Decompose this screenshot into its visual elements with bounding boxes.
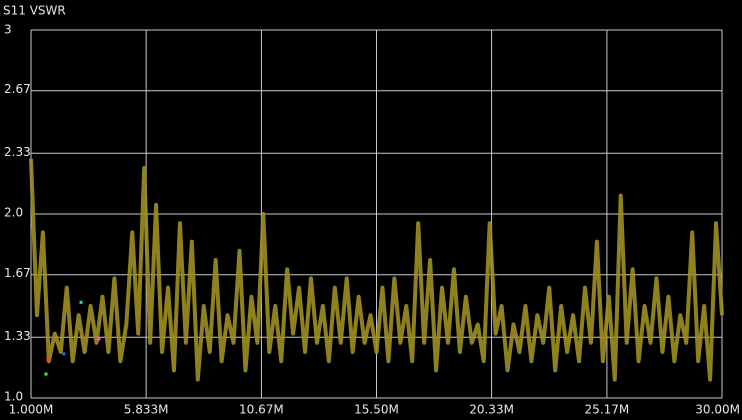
chart-title: S11 VSWR xyxy=(3,4,66,18)
x-tick-label: 5.833M xyxy=(124,403,169,417)
x-tick-label: 10.67M xyxy=(239,403,284,417)
marker xyxy=(44,372,48,376)
marker xyxy=(79,300,83,304)
x-tick-label: 1.000M xyxy=(9,403,54,417)
x-tick-label: 25.17M xyxy=(585,403,630,417)
marker xyxy=(97,337,101,341)
y-tick-label: 2.0 xyxy=(4,206,23,220)
y-tick-label: 3 xyxy=(4,23,12,37)
y-tick-label: 1.0 xyxy=(4,390,23,404)
marker xyxy=(46,357,50,361)
vswr-line xyxy=(29,158,724,382)
x-tick-label: 15.50M xyxy=(354,403,399,417)
x-tick-label: 30.00M xyxy=(695,403,740,417)
marker xyxy=(62,352,66,356)
y-tick-label: 1.33 xyxy=(4,329,31,343)
y-tick-label: 2.33 xyxy=(4,145,31,159)
x-tick-label: 20.33M xyxy=(469,403,514,417)
y-tick-label: 1.67 xyxy=(4,266,31,280)
y-tick-label: 2.67 xyxy=(4,82,31,96)
